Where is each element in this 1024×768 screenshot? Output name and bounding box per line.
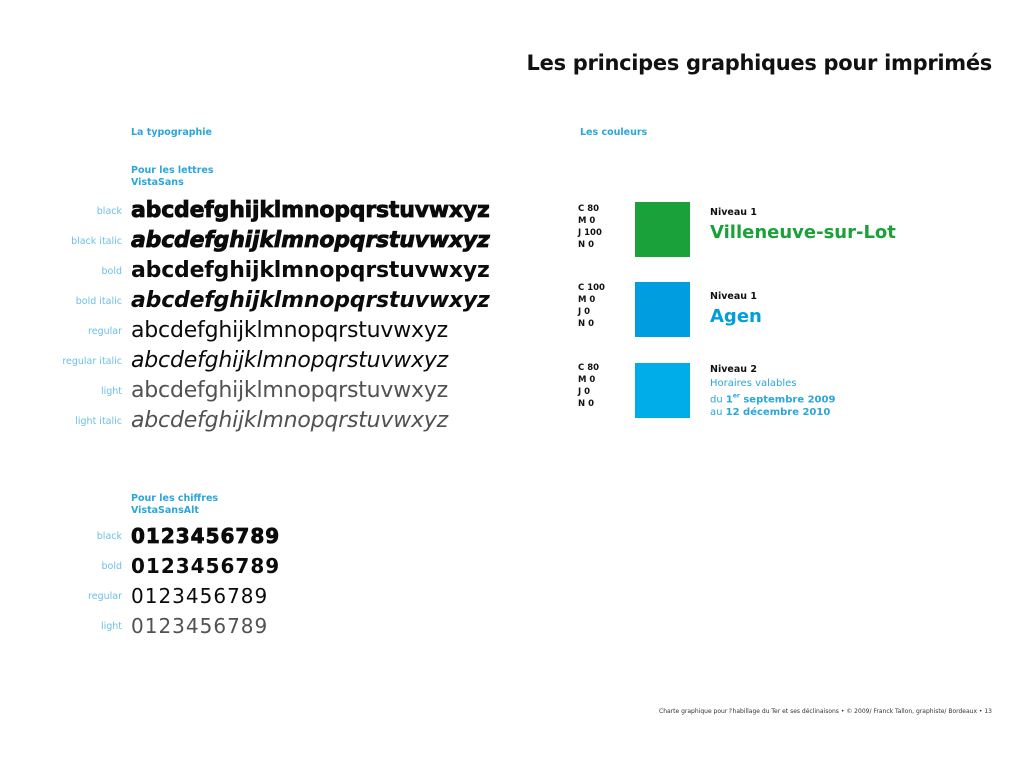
typography-heading: La typographie: [131, 127, 212, 138]
letters-sample: abcdefghijklmnopqrstuvwxyz: [131, 198, 491, 224]
cmyk-j: J 100: [578, 228, 602, 238]
style-label: light: [100, 621, 122, 632]
style-label: light italic: [75, 416, 122, 427]
page-title: Les principes graphiques pour imprimés: [526, 51, 993, 75]
letters-sample: abcdefghijklmnopqrstuvwxyz: [131, 258, 490, 283]
schedule-text: Horaires valables du 1er septembre 2009 …: [710, 377, 835, 419]
letters-sample: abcdefghijklmnopqrstuvwxyz: [131, 318, 449, 343]
cmyk-values: C 80 M 0 J 0 N 0: [578, 362, 599, 410]
color-swatch-green: [635, 202, 690, 257]
digits-font-name: VistaSansAlt: [131, 505, 199, 516]
style-label: bold: [101, 266, 122, 277]
level-label: Niveau 1: [710, 291, 757, 302]
letters-sample: abcdefghijklmnopqrstuvwxyz: [131, 288, 490, 313]
cmyk-m: M 0: [578, 375, 596, 385]
level-label: Niveau 1: [710, 207, 757, 218]
letters-heading-line1: Pour les lettres: [131, 165, 214, 176]
cmyk-j: J 0: [578, 387, 591, 397]
schedule-line1: Horaires valables: [710, 378, 797, 389]
digits-sample: 0123456789: [131, 524, 281, 549]
style-label: black: [96, 206, 122, 217]
style-label: black: [96, 531, 122, 542]
color-name: Villeneuve-sur-Lot: [710, 222, 896, 243]
color-swatch-blue: [635, 282, 690, 337]
cmyk-values: C 80 M 0 J 100 N 0: [578, 203, 602, 251]
digits-sample: 0123456789: [131, 584, 269, 608]
cmyk-values: C 100 M 0 J 0 N 0: [578, 282, 605, 330]
style-label: regular: [88, 326, 122, 337]
cmyk-c: C 100: [578, 283, 605, 293]
colors-heading: Les couleurs: [580, 127, 648, 138]
level-label: Niveau 2: [710, 364, 757, 375]
style-label: bold italic: [75, 296, 122, 307]
cmyk-c: C 80: [578, 363, 600, 373]
schedule-line3: au 12 décembre 2010: [710, 407, 831, 419]
letters-sample: abcdefghijklmnopqrstuvwxyz: [131, 228, 491, 254]
style-label: black italic: [71, 236, 122, 247]
cmyk-m: M 0: [578, 216, 596, 226]
digits-sample: 0123456789: [131, 554, 281, 578]
cmyk-n: N 0: [578, 240, 594, 250]
cmyk-c: C 80: [578, 204, 600, 214]
color-name: Agen: [710, 306, 762, 327]
color-swatch-light-blue: [635, 363, 690, 418]
letters-sample: abcdefghijklmnopqrstuvwxyz: [131, 408, 449, 433]
cmyk-n: N 0: [578, 319, 594, 329]
style-label: bold: [101, 561, 122, 572]
letters-heading: Pour les lettres VistaSans: [131, 165, 213, 189]
style-label: regular italic: [62, 356, 122, 367]
schedule-line2: du 1er septembre 2009: [710, 393, 836, 406]
footer: Charte graphique pour l'habillage du Ter…: [659, 708, 992, 715]
style-label: light: [100, 386, 122, 397]
digits-heading: Pour les chiffres VistaSansAlt: [131, 493, 218, 517]
letters-sample: abcdefghijklmnopqrstuvwxyz: [131, 348, 449, 373]
digits-heading-line1: Pour les chiffres: [131, 493, 219, 504]
style-label: regular: [88, 591, 122, 602]
digits-sample: 0123456789: [131, 614, 269, 638]
letters-font-name: VistaSans: [131, 177, 184, 188]
letters-sample: abcdefghijklmnopqrstuvwxyz: [131, 378, 449, 403]
cmyk-n: N 0: [578, 399, 594, 409]
cmyk-j: J 0: [578, 307, 591, 317]
cmyk-m: M 0: [578, 295, 596, 305]
